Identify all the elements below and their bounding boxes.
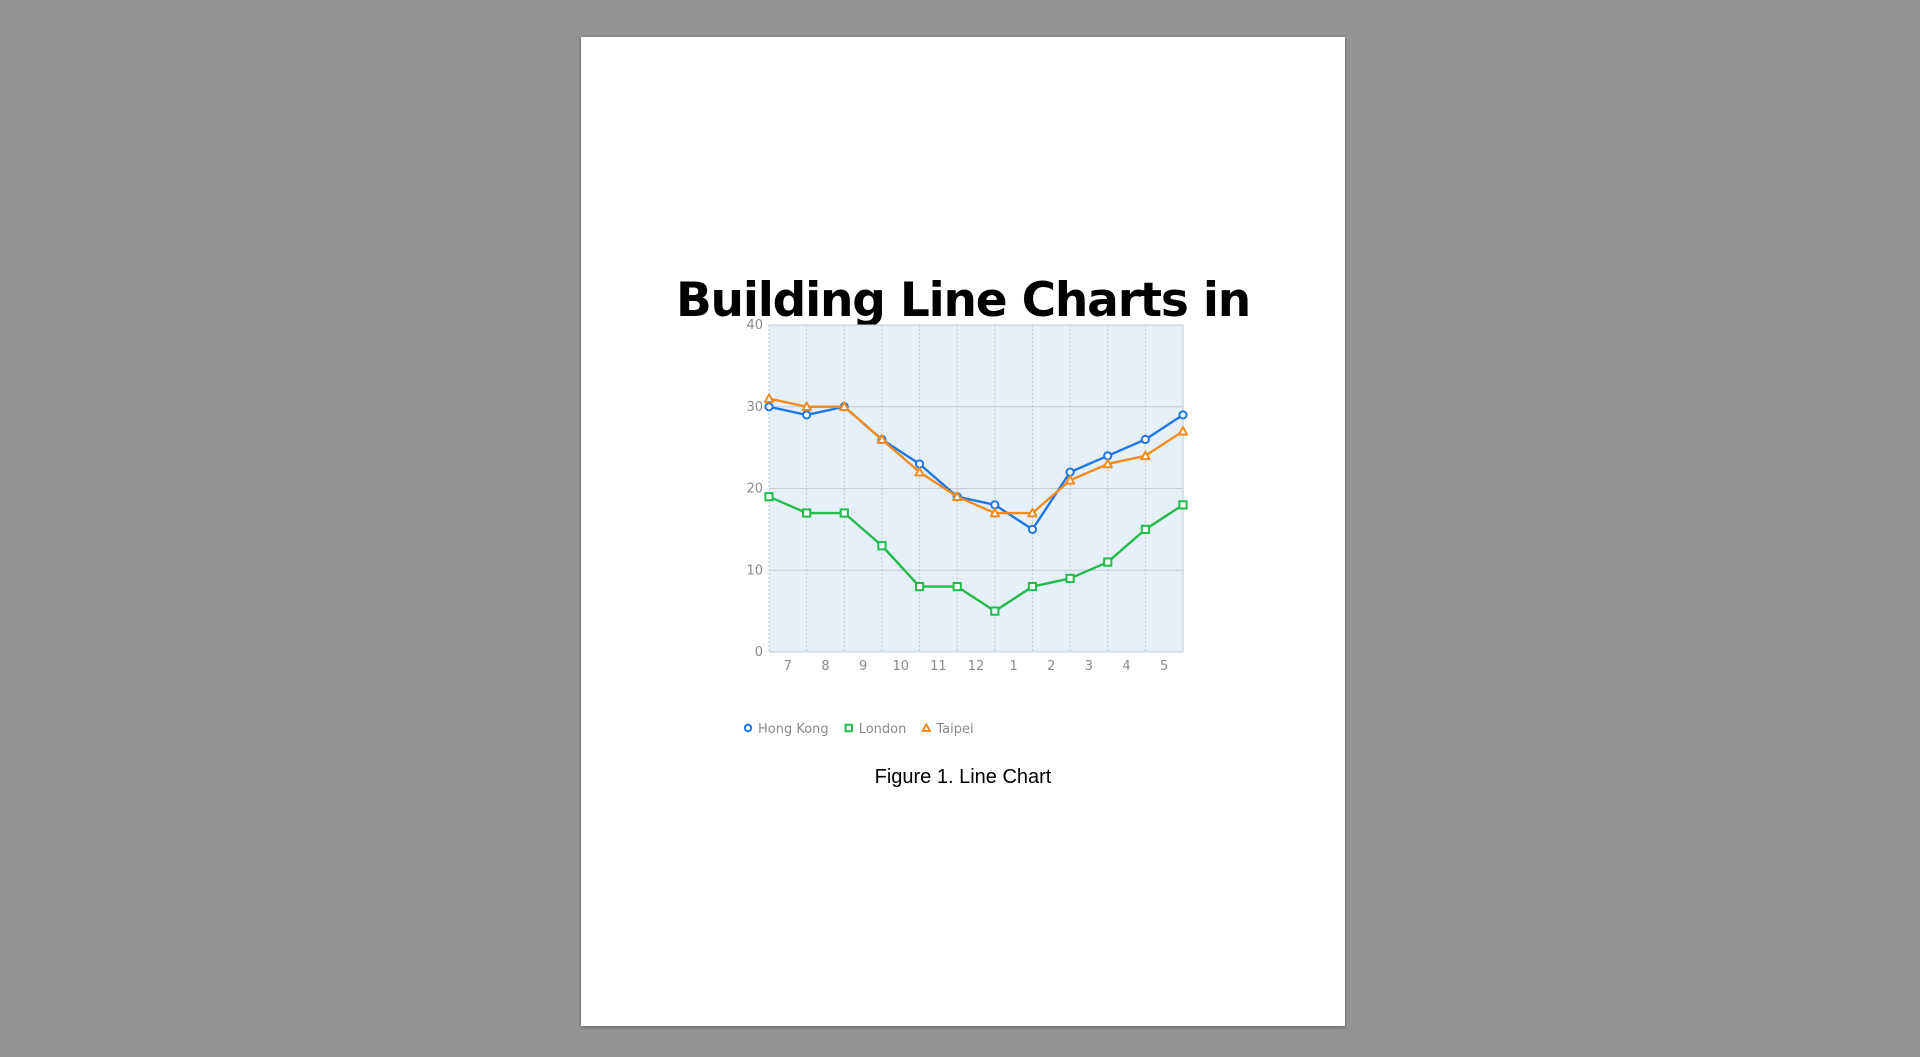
series-line-taipei: [768, 397, 1184, 515]
data-point-taipei: [876, 434, 888, 444]
data-point-taipei: [763, 393, 775, 403]
data-point-hong-kong: [764, 402, 774, 412]
data-point-london: [1140, 524, 1150, 534]
legend-marker-taipei: [921, 723, 932, 732]
data-point-taipei: [1140, 450, 1151, 461]
x-tick-label: 4: [1122, 659, 1130, 674]
data-point-taipei: [1027, 507, 1038, 518]
y-tick-label: 0: [755, 645, 763, 660]
data-point-london: [952, 582, 962, 592]
figure-caption: Figure 1. Line Chart: [874, 766, 1052, 788]
y-tick-label: 20: [746, 482, 763, 497]
data-point-hong-kong: [802, 410, 812, 420]
legend-marker-hong-kong: [743, 723, 753, 733]
y-tick-label: 30: [746, 400, 763, 415]
data-point-london: [764, 492, 774, 502]
data-point-london: [1178, 500, 1188, 510]
data-point-london: [990, 606, 1000, 616]
x-tick-label: 10: [892, 659, 909, 674]
data-point-hong-kong: [1065, 467, 1075, 477]
data-point-hong-kong: [1027, 524, 1038, 534]
data-point-london: [802, 508, 812, 518]
legend-label-london: London: [859, 722, 907, 737]
x-tick-label: 1: [1009, 659, 1017, 674]
data-point-hong-kong: [990, 500, 1000, 510]
data-point-london: [839, 508, 849, 518]
data-point-london: [877, 541, 887, 551]
data-point-taipei: [989, 507, 1000, 518]
data-point-taipei: [1102, 458, 1113, 469]
data-point-hong-kong: [1140, 434, 1150, 445]
x-tick-label: 5: [1160, 659, 1168, 674]
data-point-hong-kong: [1103, 451, 1113, 461]
data-point-taipei: [839, 401, 850, 412]
x-tick-label: 12: [968, 659, 985, 674]
data-point-london: [1103, 557, 1113, 567]
x-tick-label: 2: [1047, 659, 1055, 674]
document-page: Building Line Charts in SwiftUI 01020304…: [581, 37, 1345, 1026]
data-point-taipei: [1064, 475, 1076, 485]
data-point-taipei: [914, 467, 925, 477]
data-point-hong-kong: [914, 459, 925, 469]
legend-label-taipei: Taipei: [935, 722, 973, 737]
x-tick-label: 9: [859, 659, 867, 674]
data-point-taipei: [952, 491, 963, 501]
data-point-london: [1027, 582, 1038, 592]
x-tick-label: 8: [821, 659, 829, 674]
x-tick-label: 7: [784, 659, 792, 674]
series-line-hong-kong: [768, 405, 1184, 531]
data-point-london: [1065, 573, 1075, 584]
series-line-london: [768, 495, 1184, 613]
x-tick-label: 11: [930, 659, 947, 674]
data-point-london: [914, 582, 925, 592]
y-tick-label: 40: [746, 318, 763, 333]
y-tick-label: 10: [746, 563, 763, 578]
legend-marker-london: [844, 723, 853, 733]
data-point-taipei: [1177, 426, 1189, 436]
x-tick-label: 3: [1085, 659, 1093, 674]
data-point-taipei: [801, 401, 812, 412]
data-point-hong-kong: [1178, 410, 1188, 420]
legend-label-hong-kong: Hong Kong: [758, 722, 829, 737]
